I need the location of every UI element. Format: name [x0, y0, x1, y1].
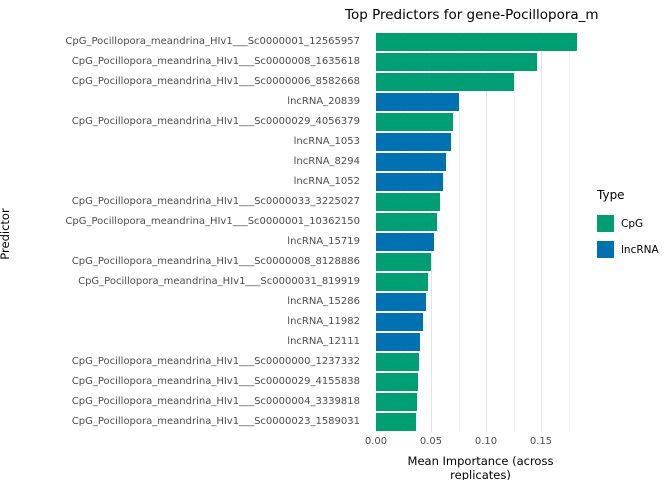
bar	[376, 133, 451, 151]
bar	[376, 353, 419, 371]
y-axis-label: lncRNA_20839	[287, 96, 360, 107]
bar	[376, 313, 424, 331]
bar	[376, 173, 444, 191]
y-axis-label: lncRNA_15286	[287, 296, 360, 307]
x-axis-tick-label: 0.00	[364, 436, 388, 447]
y-axis-label: CpG_Pocillopora_meandrina_HIv1___Sc00000…	[71, 56, 360, 67]
legend-label: CpG	[621, 217, 644, 230]
bar	[376, 333, 420, 351]
y-axis-label: CpG_Pocillopora_meandrina_HIv1___Sc00000…	[71, 376, 360, 387]
bar	[376, 33, 578, 51]
bar	[376, 153, 447, 171]
legend-entry: lncRNA	[597, 241, 659, 258]
legend-title: Type	[597, 188, 625, 202]
bar	[376, 413, 416, 431]
bar	[376, 253, 431, 271]
y-axis-label: CpG_Pocillopora_meandrina_HIv1___Sc00000…	[71, 396, 360, 407]
bar	[376, 213, 437, 231]
legend-swatch-icon	[597, 215, 614, 232]
y-axis-labels: CpG_Pocillopora_meandrina_HIv1___Sc00000…	[0, 32, 366, 432]
x-axis-tick-labels: 0.00 0.05 0.10 0.15	[365, 436, 585, 450]
gridline-minor	[513, 32, 515, 432]
chart-title: Top Predictors for gene-Pocillopora_m	[345, 7, 599, 23]
y-axis-label: CpG_Pocillopora_meandrina_HIv1___Sc00000…	[71, 116, 360, 127]
gridline-major	[376, 32, 377, 432]
x-axis-tick-label: 0.05	[419, 436, 443, 447]
bar	[376, 393, 417, 411]
bar	[376, 233, 435, 251]
y-axis-label: CpG_Pocillopora_meandrina_HIv1___Sc00000…	[71, 416, 360, 427]
y-axis-label: CpG_Pocillopora_meandrina_HIv1___Sc00000…	[78, 276, 360, 287]
bar	[376, 93, 459, 111]
y-axis-label: CpG_Pocillopora_meandrina_HIv1___Sc00000…	[71, 76, 360, 87]
legend-swatch-icon	[597, 241, 614, 258]
y-axis-label: lncRNA_1052	[293, 176, 360, 187]
bar	[376, 293, 426, 311]
bar	[376, 373, 418, 391]
legend-label: lncRNA	[621, 243, 659, 256]
y-axis-label: lncRNA_8294	[293, 156, 360, 167]
bar	[376, 53, 537, 71]
plot-panel	[376, 32, 585, 432]
gridline-minor	[458, 32, 460, 432]
bar	[376, 113, 453, 131]
x-axis-tick-label: 0.15	[529, 436, 553, 447]
bar	[376, 193, 440, 211]
bar	[376, 73, 514, 91]
y-axis-label: CpG_Pocillopora_meandrina_HIv1___Sc00000…	[65, 36, 360, 47]
gridline-major	[541, 32, 542, 432]
x-axis-tick-label: 0.10	[474, 436, 498, 447]
bar	[376, 273, 428, 291]
y-axis-label: CpG_Pocillopora_meandrina_HIv1___Sc00000…	[71, 256, 360, 267]
y-axis-label: lncRNA_1053	[293, 136, 360, 147]
gridline-minor	[568, 32, 570, 432]
y-axis-label: lncRNA_12111	[287, 336, 360, 347]
gridline-major	[431, 32, 432, 432]
y-axis-label: CpG_Pocillopora_meandrina_HIv1___Sc00000…	[71, 196, 360, 207]
gridline-major	[486, 32, 487, 432]
y-axis-label: CpG_Pocillopora_meandrina_HIv1___Sc00000…	[65, 216, 360, 227]
y-axis-label: lncRNA_15719	[287, 236, 360, 247]
y-axis-label: lncRNA_11982	[287, 316, 360, 327]
legend: Type CpG lncRNA	[597, 188, 659, 258]
gridline-minor	[403, 32, 405, 432]
y-axis-label: CpG_Pocillopora_meandrina_HIv1___Sc00000…	[71, 356, 360, 367]
legend-entry: CpG	[597, 215, 659, 232]
x-axis-title: Mean Importance (across replicates)	[407, 454, 554, 480]
